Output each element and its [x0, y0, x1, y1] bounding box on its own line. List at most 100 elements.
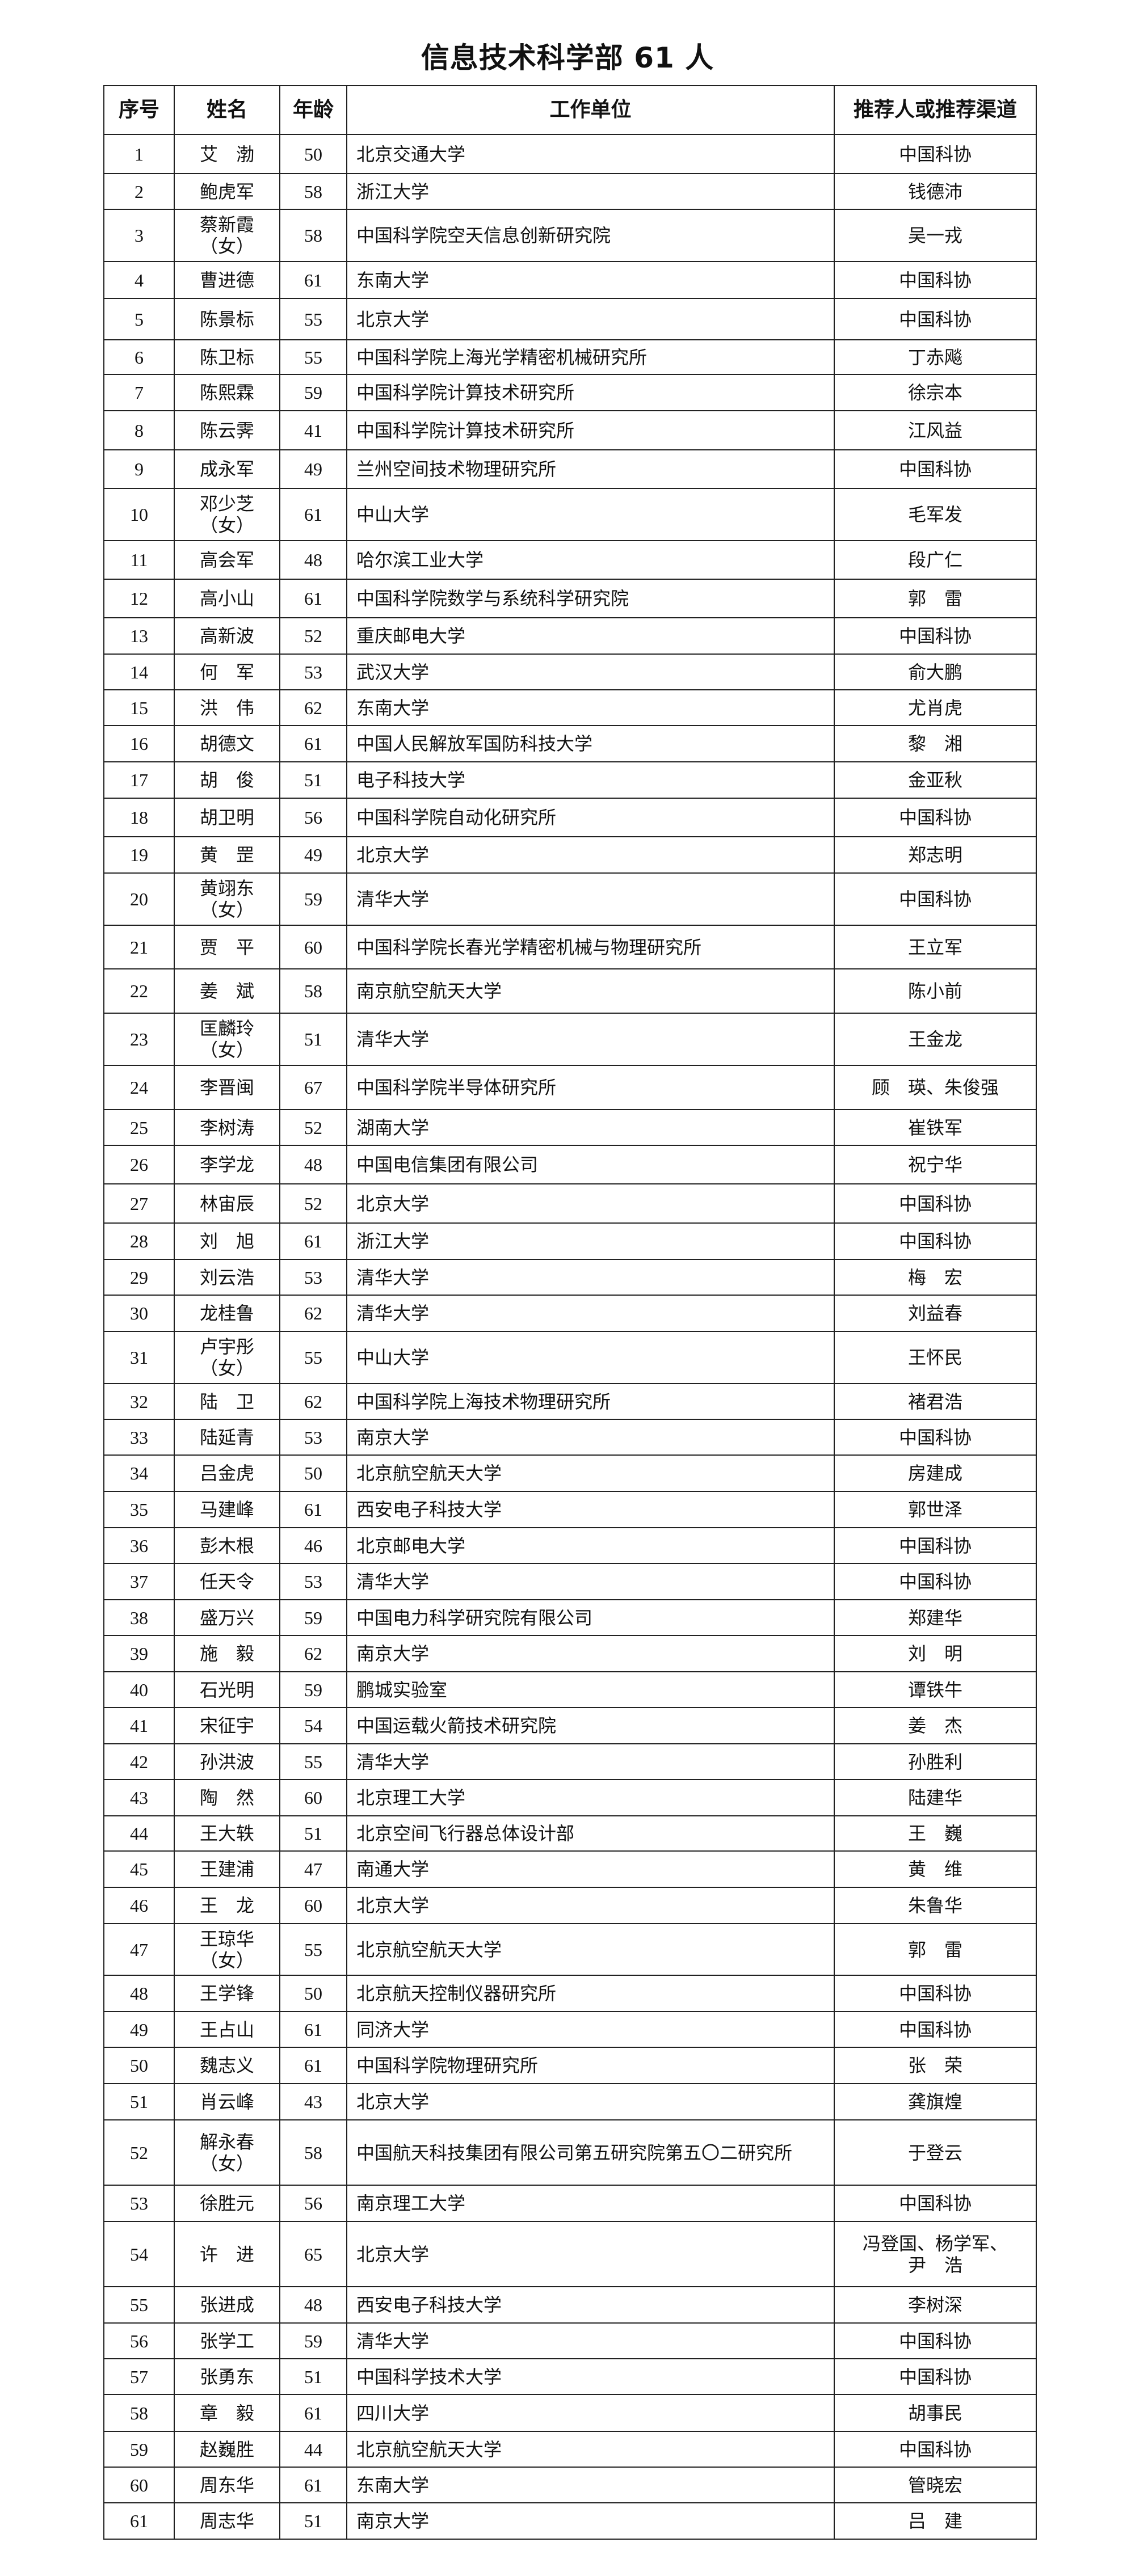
- cell-recommender-text: 陈小前: [907, 981, 962, 1001]
- cell-recommender-text: 管晓宏: [907, 2474, 962, 2495]
- cell-workplace-text: 东南大学: [356, 697, 430, 718]
- table-row: 54 许 进 65 北京大学 冯登国、杨学军、 尹 浩: [103, 2221, 1037, 2287]
- cell-number: 9: [103, 449, 175, 489]
- cell-number: 12: [103, 579, 175, 618]
- cell-workplace-text: 武汉大学: [356, 661, 430, 682]
- cell-workplace-text: 清华大学: [356, 1571, 430, 1592]
- cell-age: 61: [279, 725, 347, 762]
- cell-workplace: 东南大学: [346, 2467, 835, 2503]
- cell-name-text: 徐胜元: [199, 2193, 254, 2214]
- cell-workplace: 清华大学: [346, 1563, 835, 1600]
- cell-name: 孙洪波: [174, 1743, 280, 1780]
- cell-age-text: 55: [304, 1939, 322, 1960]
- cell-name-text: 陆延青: [199, 1427, 254, 1448]
- cell-workplace-text: 北京大学: [356, 2092, 430, 2112]
- cell-number-text: 3: [134, 225, 144, 246]
- cell-age-text: 51: [304, 1029, 322, 1049]
- cell-number: 43: [103, 1779, 175, 1816]
- cell-name: 石光明: [174, 1671, 280, 1708]
- gender-note: （女）: [199, 1040, 254, 1060]
- cell-age-text: 48: [304, 2295, 322, 2315]
- table-row: 26 李学龙 48 中国电信集团有限公司 祝宁华: [103, 1145, 1037, 1184]
- cell-name-text: 李树涛: [199, 1117, 254, 1138]
- cell-age: 58: [279, 968, 347, 1014]
- cell-number: 2: [103, 173, 175, 210]
- cell-name: 王 龙: [174, 1887, 280, 1924]
- header-age: 年龄: [279, 85, 347, 135]
- gender-note: （女）: [199, 900, 254, 920]
- cell-recommender: 郭 雷: [834, 1923, 1037, 1976]
- cell-number-text: 57: [130, 2366, 148, 2387]
- cell-recommender-text: 郑建华: [907, 1607, 962, 1628]
- cell-workplace-text: 北京交通大学: [356, 144, 466, 165]
- cell-workplace: 清华大学: [346, 872, 835, 926]
- cell-age: 44: [279, 2431, 347, 2468]
- gender-note: （女）: [199, 1358, 254, 1378]
- cell-workplace: 哈尔滨工业大学: [346, 540, 835, 580]
- cell-workplace-text: 南京理工大学: [356, 2193, 466, 2214]
- cell-workplace: 浙江大学: [346, 173, 835, 210]
- cell-workplace: 南京理工大学: [346, 2185, 835, 2222]
- table-row: 9 成永军 49 兰州空间技术物理研究所 中国科协: [103, 449, 1037, 489]
- table-row: 29 刘云浩 53 清华大学 梅 宏: [103, 1259, 1037, 1296]
- cell-workplace-text: 南京大学: [356, 1427, 430, 1448]
- cell-number-text: 36: [130, 1535, 148, 1556]
- cell-workplace-text: 中国科学技术大学: [356, 2366, 502, 2387]
- cell-workplace-text: 西安电子科技大学: [356, 2295, 502, 2315]
- cell-age-text: 61: [304, 1499, 322, 1520]
- table-row: 3 蔡新霞 （女） 58 中国科学院空天信息创新研究院 吴一戎: [103, 209, 1037, 262]
- cell-name-text: 李学龙: [199, 1154, 254, 1175]
- cell-workplace: 中山大学: [346, 488, 835, 541]
- cell-name-text: 王琼华: [199, 1928, 254, 1949]
- cell-age-text: 46: [304, 1535, 322, 1556]
- cell-name: 张进成: [174, 2286, 280, 2324]
- cell-age-text: 60: [304, 937, 322, 958]
- cell-age: 51: [279, 761, 347, 799]
- cell-workplace: 北京邮电大学: [346, 1527, 835, 1564]
- cell-age-text: 61: [304, 733, 322, 754]
- cell-recommender-text: 褚君浩: [907, 1391, 962, 1412]
- cell-name: 艾 渤: [174, 134, 280, 174]
- cell-number: 32: [103, 1383, 175, 1420]
- cell-age: 43: [279, 2083, 347, 2120]
- cell-name-text: 张学工: [199, 2330, 254, 2351]
- cell-age-text: 53: [304, 661, 322, 682]
- cell-name: 陶 然: [174, 1779, 280, 1816]
- cell-number-text: 37: [130, 1571, 148, 1592]
- cell-age-text: 48: [304, 1154, 322, 1175]
- table-row: 46 王 龙 60 北京大学 朱鲁华: [103, 1887, 1037, 1924]
- cell-name: 胡卫明: [174, 798, 280, 837]
- cell-recommender: 龚旗煌: [834, 2083, 1037, 2120]
- cell-name: 成永军: [174, 449, 280, 489]
- cell-age-text: 52: [304, 1117, 322, 1138]
- cell-name-text: 赵巍胜: [199, 2439, 254, 2460]
- cell-workplace: 中国科学院自动化研究所: [346, 798, 835, 837]
- cell-number: 15: [103, 689, 175, 726]
- cell-recommender: 管晓宏: [834, 2467, 1037, 2503]
- cell-number: 48: [103, 1975, 175, 2012]
- cell-name-text: 马建峰: [199, 1499, 254, 1520]
- cell-workplace-text: 北京大学: [356, 2244, 430, 2265]
- cell-name: 盛万兴: [174, 1599, 280, 1636]
- cell-age: 58: [279, 209, 347, 262]
- cell-name-text: 盛万兴: [199, 1607, 254, 1628]
- cell-name-text: 章 毅: [199, 2402, 254, 2423]
- cell-workplace: 同济大学: [346, 2011, 835, 2048]
- cell-workplace: 兰州空间技术物理研究所: [346, 449, 835, 489]
- cell-name-text: 陶 然: [199, 1787, 254, 1808]
- cell-age: 51: [279, 1815, 347, 1852]
- cell-name-text: 胡卫明: [199, 807, 254, 828]
- cell-name-text: 成永军: [199, 459, 254, 479]
- table-row: 34 吕金虎 50 北京航空航天大学 房建成: [103, 1454, 1037, 1492]
- cell-age: 61: [279, 1222, 347, 1260]
- cell-recommender: 金亚秋: [834, 761, 1037, 799]
- table-row: 42 孙洪波 55 清华大学 孙胜利: [103, 1743, 1037, 1780]
- cell-number: 60: [103, 2467, 175, 2503]
- cell-age: 53: [279, 654, 347, 690]
- cell-name: 鲍虎军: [174, 173, 280, 210]
- cell-workplace-text: 中山大学: [356, 504, 430, 525]
- cell-name-text: 匡麟玲: [199, 1018, 254, 1039]
- cell-number: 44: [103, 1815, 175, 1852]
- cell-number: 3: [103, 209, 175, 262]
- cell-age-text: 67: [304, 1077, 322, 1098]
